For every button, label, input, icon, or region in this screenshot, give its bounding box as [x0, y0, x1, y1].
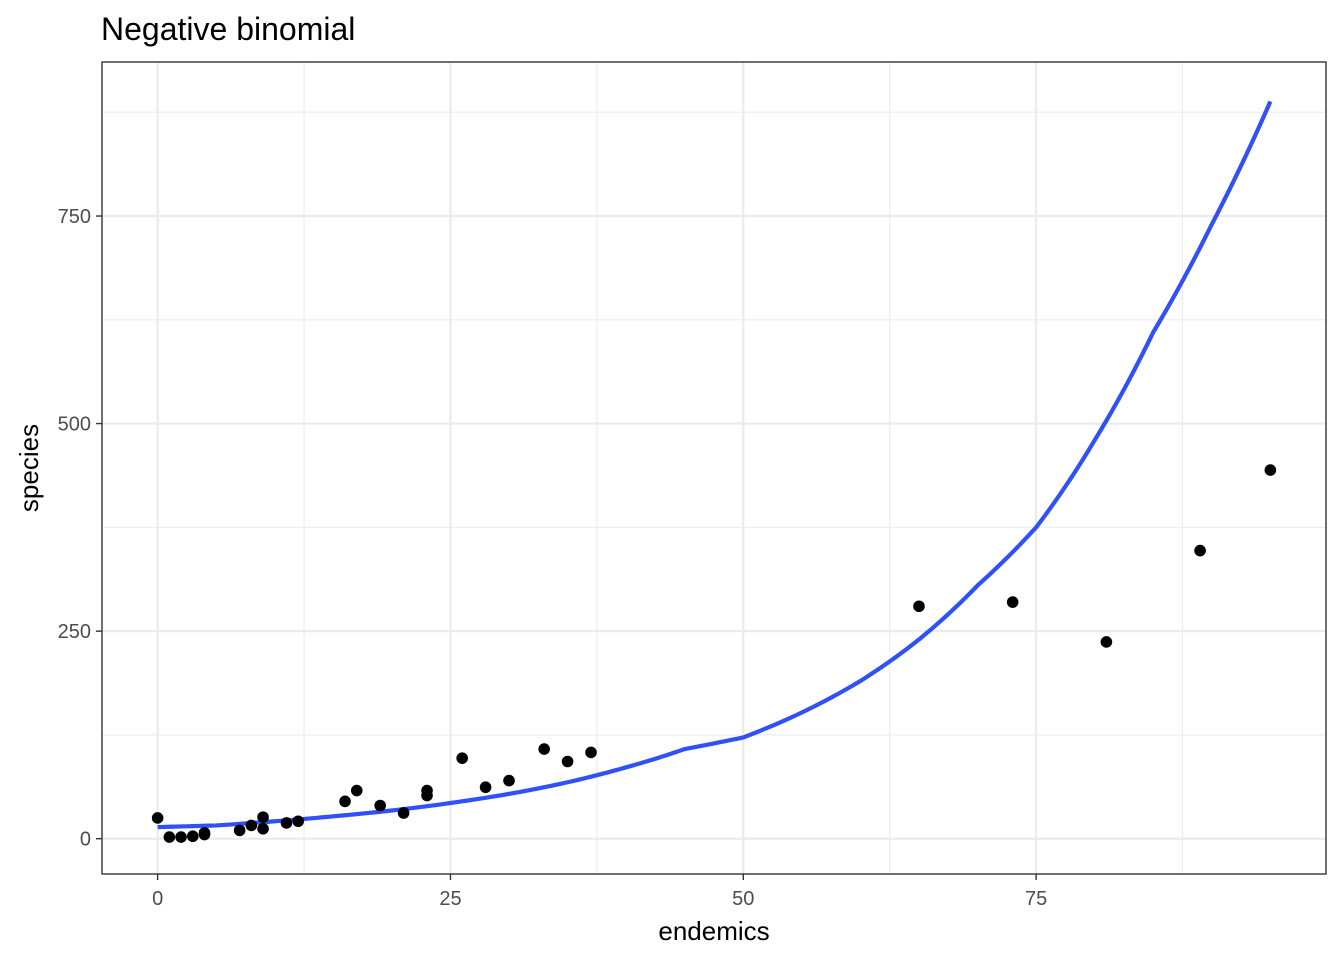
data-point: [1194, 544, 1206, 557]
data-point: [538, 743, 550, 755]
y-tick-label: 0: [80, 829, 91, 851]
data-point: [198, 827, 211, 839]
data-point: [186, 830, 199, 843]
data-point: [175, 831, 187, 843]
data-point: [233, 824, 246, 837]
data-point: [292, 815, 304, 828]
data-point: [1100, 636, 1113, 648]
x-tick-label: 75: [1025, 888, 1047, 910]
x-tick-label: 0: [152, 888, 163, 910]
fit-line: [157, 100, 1273, 830]
data-point: [374, 799, 386, 812]
data-point: [397, 807, 410, 819]
data-point: [257, 811, 269, 823]
grid: [102, 62, 1326, 874]
y-tick-label: 750: [58, 206, 91, 228]
data-point: [280, 817, 293, 829]
data-point: [350, 784, 363, 797]
y-tick-label: 500: [58, 414, 91, 436]
data-point: [1264, 464, 1277, 476]
data-point: [479, 781, 492, 794]
data-point: [913, 600, 925, 613]
data-point: [245, 819, 258, 832]
x-axis: 0 25 50 75: [152, 874, 1047, 910]
y-axis-title: species: [14, 424, 44, 512]
data-point: [163, 831, 176, 843]
x-axis-title: endemics: [658, 916, 769, 946]
plot-panel: [101, 61, 1327, 875]
points-group: [151, 464, 1277, 843]
y-tick-label: 250: [58, 621, 91, 643]
data-point: [257, 822, 269, 835]
x-tick-label: 25: [439, 888, 461, 910]
data-point: [585, 746, 597, 759]
x-tick-label: 50: [732, 888, 754, 910]
data-point: [421, 784, 433, 797]
chart-title: Negative binomial: [101, 11, 355, 47]
data-point: [503, 774, 515, 787]
y-axis: 0 250 500 750: [58, 206, 102, 851]
fit-line-group: [157, 100, 1273, 830]
data-point: [456, 752, 468, 764]
data-point: [151, 812, 164, 824]
data-point: [561, 755, 574, 768]
data-point: [1006, 596, 1019, 608]
data-point: [339, 795, 351, 808]
